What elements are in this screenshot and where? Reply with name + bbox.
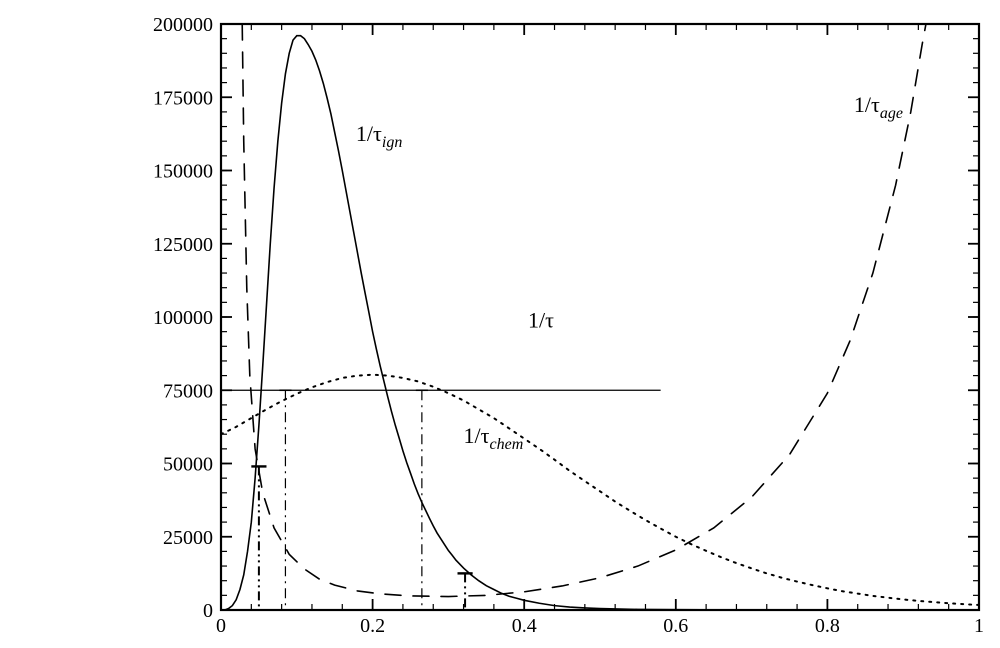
y-tick-label: 25000 (163, 527, 213, 549)
y-tick-label: 175000 (153, 87, 213, 109)
x-tick-label: 0.4 (512, 615, 537, 637)
label-tau-age: 1/τage (854, 92, 903, 122)
y-tick-label: 125000 (153, 234, 213, 256)
x-tick-label: 1 (974, 615, 984, 637)
label-tau: 1/τ (528, 307, 554, 332)
label-tau-ign: 1/τign (356, 121, 402, 151)
series-inv-tau-age (242, 24, 926, 597)
y-tick-label: 100000 (153, 307, 213, 329)
label-tau-chem: 1/τchem (464, 423, 524, 453)
series-inv-tau-ign (221, 36, 979, 610)
y-tick-label: 150000 (153, 161, 213, 183)
series-inv-tau-chem (221, 375, 979, 605)
x-tick-label: 0 (216, 615, 226, 637)
x-tick-label: 0.6 (663, 615, 688, 637)
x-tick-label: 0.2 (360, 615, 385, 637)
timescale-chart: 0 0.2 0.4 0.6 0.8 1 0 25000 50000 75000 100000 1250… (0, 0, 1000, 648)
chart-svg: 0 0.2 0.4 0.6 0.8 1 0 25000 50000 75000 100000 1250… (0, 0, 1000, 648)
y-tick-label: 200000 (153, 14, 213, 36)
x-tick-label: 0.8 (815, 615, 840, 637)
y-tick-label: 50000 (163, 454, 213, 476)
y-tick-label: 75000 (163, 380, 213, 402)
y-tick-label: 0 (203, 600, 213, 622)
